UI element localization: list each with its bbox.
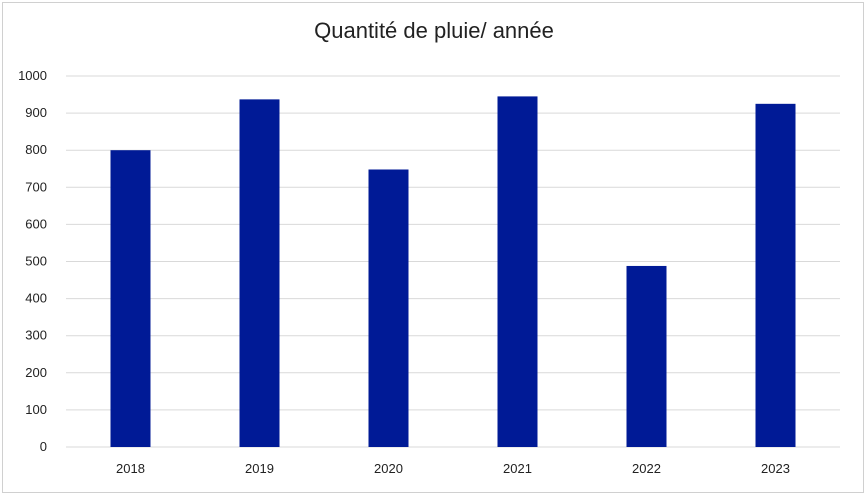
y-tick-label: 1000: [18, 68, 47, 83]
x-tick-label: 2018: [116, 461, 145, 476]
y-tick-label: 500: [25, 254, 47, 269]
y-axis-tick-labels: 0 100 200 300 400 500 600 700 800 900 1000: [18, 68, 47, 454]
x-tick-label: 2021: [503, 461, 532, 476]
y-tick-label: 800: [25, 142, 47, 157]
bar-2018: [110, 150, 151, 447]
x-tick-label: 2023: [761, 461, 790, 476]
bars: [110, 96, 796, 448]
bar-2020: [368, 169, 409, 447]
x-axis-tick-labels: 2018 2019 2020 2021 2022 2023: [116, 461, 790, 476]
y-tick-label: 200: [25, 365, 47, 380]
bar-2023: [755, 103, 796, 447]
bar-2019: [239, 99, 280, 448]
y-tick-label: 600: [25, 216, 47, 231]
y-tick-label: 900: [25, 105, 47, 120]
y-tick-label: 0: [40, 439, 47, 454]
y-tick-label: 400: [25, 291, 47, 306]
gridlines: [66, 75, 840, 448]
x-tick-label: 2019: [245, 461, 274, 476]
x-tick-label: 2022: [632, 461, 661, 476]
x-tick-label: 2020: [374, 461, 403, 476]
chart-title: Quantité de pluie/ année: [314, 18, 554, 43]
y-tick-label: 300: [25, 328, 47, 343]
bar-2021: [497, 96, 538, 447]
bar-2022: [626, 265, 667, 447]
y-tick-label: 100: [25, 402, 47, 417]
y-tick-label: 700: [25, 179, 47, 194]
